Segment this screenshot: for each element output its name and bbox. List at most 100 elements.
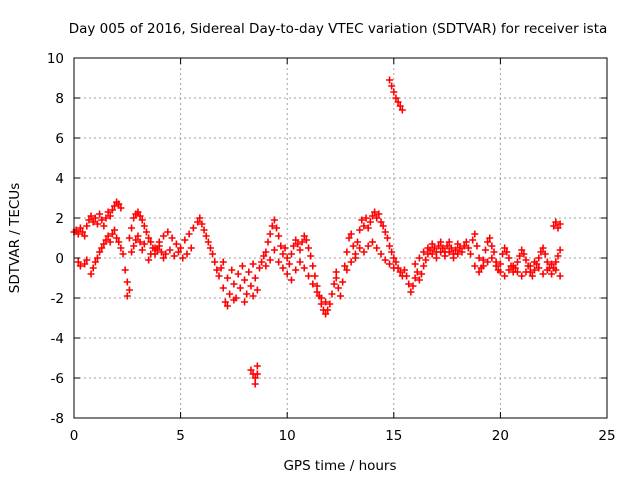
data-point-0-160 (324, 306, 332, 314)
data-point-0-147 (296, 246, 304, 254)
data-point-0-253 (443, 242, 451, 250)
data-point-0-182 (332, 274, 340, 282)
data-point-0-2 (74, 230, 82, 238)
data-point-0-62 (157, 248, 165, 256)
data-point-0-175 (296, 258, 304, 266)
data-point-0-157 (317, 300, 325, 308)
data-point-0-310 (541, 250, 549, 258)
data-point-0-278 (473, 242, 481, 250)
data-point-0-257 (452, 246, 460, 254)
data-point-0-209 (390, 254, 398, 262)
data-point-0-127 (251, 374, 259, 382)
data-point-0-99 (174, 248, 182, 256)
data-point-0-342 (556, 220, 564, 228)
data-point-0-267 (424, 244, 432, 252)
data-point-0-55 (142, 228, 150, 236)
data-point-0-166 (260, 252, 268, 260)
data-point-0-309 (539, 244, 547, 252)
data-point-0-308 (537, 248, 545, 256)
data-point-0-318 (471, 262, 479, 270)
data-point-0-146 (294, 240, 302, 248)
data-point-0-3 (76, 224, 84, 232)
data-point-0-26 (83, 256, 91, 264)
data-point-0-137 (275, 232, 283, 240)
data-point-0-297 (513, 258, 521, 266)
data-point-0-115 (245, 268, 253, 276)
data-point-0-198 (366, 218, 374, 226)
data-point-0-144 (290, 242, 298, 250)
data-point-0-190 (349, 242, 357, 250)
data-point-0-17 (106, 212, 114, 220)
data-point-0-250 (437, 238, 445, 246)
data-point-0-112 (238, 262, 246, 270)
data-point-0-284 (486, 234, 494, 242)
data-point-0-224 (386, 260, 394, 268)
data-point-0-246 (428, 240, 436, 248)
data-point-0-44 (123, 278, 131, 286)
data-point-0-110 (234, 270, 242, 278)
data-point-0-227 (388, 82, 396, 90)
data-point-0-155 (313, 282, 321, 290)
data-point-0-239 (413, 268, 421, 276)
data-point-0-181 (322, 298, 330, 306)
data-point-0-53 (138, 216, 146, 224)
data-point-0-235 (405, 280, 413, 288)
data-point-0-319 (475, 268, 483, 276)
data-point-0-117 (249, 260, 257, 268)
data-point-0-327 (509, 262, 517, 270)
data-point-0-225 (390, 264, 398, 272)
y-tick-label-3: -2 (51, 291, 64, 307)
data-point-0-135 (270, 216, 278, 224)
data-point-0-276 (469, 236, 477, 244)
data-point-0-15 (102, 214, 110, 222)
data-point-0-37 (108, 230, 116, 238)
data-points (70, 76, 564, 388)
y-tick-label-6: 4 (55, 171, 64, 187)
data-point-0-171 (279, 264, 287, 272)
data-point-0-56 (145, 234, 153, 242)
data-point-0-197 (364, 224, 372, 232)
data-point-0-154 (311, 272, 319, 280)
data-point-0-65 (130, 242, 138, 250)
data-point-0-232 (398, 106, 406, 114)
data-point-0-313 (548, 270, 556, 278)
data-point-0-268 (428, 250, 436, 258)
data-point-0-174 (292, 266, 300, 274)
data-point-0-228 (390, 88, 398, 96)
data-point-0-119 (253, 286, 261, 294)
data-point-0-68 (136, 238, 144, 246)
data-point-0-220 (368, 238, 376, 246)
data-point-0-207 (386, 242, 394, 250)
data-point-0-173 (287, 276, 295, 284)
data-point-0-42 (119, 250, 127, 258)
data-point-0-273 (449, 254, 457, 262)
data-point-0-83 (194, 218, 202, 226)
data-point-0-320 (479, 262, 487, 270)
data-point-0-230 (394, 98, 402, 106)
data-point-0-323 (492, 262, 500, 270)
data-point-0-40 (115, 238, 123, 246)
data-point-0-12 (96, 210, 104, 218)
data-point-0-176 (300, 264, 308, 272)
data-point-0-19 (111, 202, 119, 210)
data-point-0-258 (454, 240, 462, 248)
data-point-0-93 (215, 272, 223, 280)
x-tick-label-4: 20 (492, 428, 509, 444)
data-point-0-131 (262, 248, 270, 256)
data-point-0-141 (283, 254, 291, 262)
data-point-0-195 (360, 222, 368, 230)
data-point-0-30 (93, 254, 101, 262)
data-point-0-69 (138, 246, 146, 254)
data-point-0-177 (305, 272, 313, 280)
data-point-0-167 (262, 262, 270, 270)
data-point-0-6 (83, 222, 91, 230)
data-point-0-216 (351, 250, 359, 258)
data-point-0-170 (275, 258, 283, 266)
data-point-0-41 (117, 244, 125, 252)
data-point-0-73 (151, 244, 159, 252)
data-point-0-153 (309, 262, 317, 270)
data-point-0-14 (100, 222, 108, 230)
data-point-0-260 (458, 248, 466, 256)
data-point-0-330 (522, 268, 530, 276)
data-point-0-292 (503, 248, 511, 256)
